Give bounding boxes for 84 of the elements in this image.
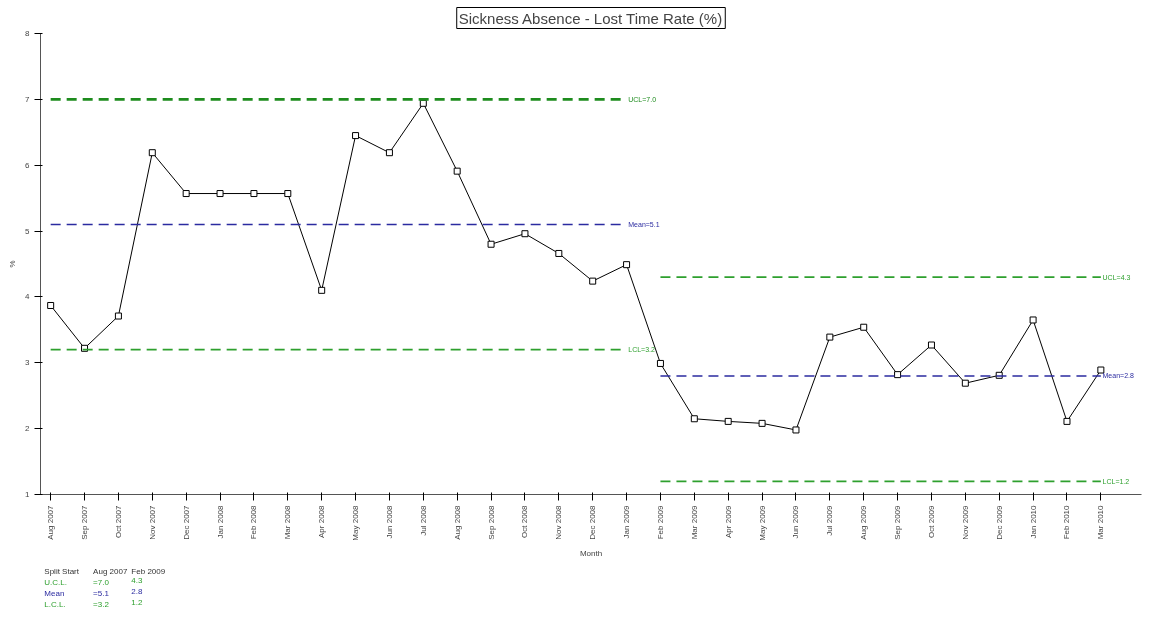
x-tick-label: Oct 2008 [520, 504, 530, 538]
y-tick-label: 5 [25, 226, 31, 236]
point [318, 286, 326, 294]
x-tick-label: Jul 2008 [418, 504, 428, 536]
point [114, 312, 122, 320]
text: =7.0 [93, 577, 110, 587]
text: Aug 2007 [93, 566, 128, 576]
point [690, 415, 698, 423]
x-axis-title: Month [579, 548, 603, 558]
point [182, 190, 190, 198]
x-tick-label: Sep 2009 [893, 504, 903, 540]
point [656, 359, 664, 367]
x-tick-label: Oct 2009 [926, 504, 936, 538]
point [352, 132, 360, 140]
point [1029, 316, 1037, 324]
point [284, 190, 292, 198]
point [589, 277, 597, 285]
text: Split Start [44, 566, 80, 576]
x-tick-label: Jan 2008 [215, 504, 225, 539]
x-tick-label: Dec 2008 [588, 504, 598, 540]
point [521, 230, 529, 238]
x-tick-label: May 2008 [351, 504, 361, 541]
x-tick-label: Nov 2007 [147, 504, 157, 540]
y-tick-label: 3 [25, 358, 31, 368]
x-tick-label: Jan 2010 [1028, 504, 1038, 539]
point [826, 333, 834, 341]
point [792, 426, 800, 434]
x-tick-label: Jun 2008 [384, 504, 394, 539]
y-tick-label: 7 [25, 94, 31, 104]
x-tick-label: Apr 2008 [317, 504, 327, 538]
x-tick-label: Nov 2008 [554, 504, 564, 540]
text: L.C.L. [44, 599, 66, 609]
point [894, 371, 902, 379]
y-tick-label: 1 [25, 490, 31, 499]
point [724, 417, 732, 425]
x-tick-label: Jun 2009 [791, 504, 801, 539]
y-axis-title: % [8, 260, 18, 268]
x-tick-label: Mar 2008 [283, 504, 293, 540]
text: Feb 2009 [131, 566, 166, 576]
text: Mean [44, 588, 65, 598]
x-tick-label: Nov 2009 [960, 504, 970, 540]
y-tick-label: 6 [25, 160, 31, 170]
point [385, 149, 393, 157]
x-tick-label: Jan 2009 [622, 504, 632, 539]
point [487, 240, 495, 248]
x-tick-label: Aug 2007 [46, 504, 56, 540]
point [250, 190, 258, 198]
chart-title: Sickness Absence - Lost Time Rate (%) [458, 9, 723, 27]
point [927, 341, 935, 349]
x-tick-label: Aug 2009 [859, 504, 869, 540]
x-tick-label: Dec 2007 [181, 504, 191, 540]
x-tick-label: Feb 2010 [1062, 504, 1072, 540]
x-tick-label: Mar 2009 [689, 504, 699, 540]
text: 4.3 [131, 575, 144, 585]
y-tick-label: 8 [25, 29, 31, 38]
text: U.C.L. [44, 577, 67, 587]
x-tick-label: Sep 2008 [486, 504, 496, 540]
text: =3.2 [93, 599, 110, 609]
x-tick-label: Feb 2009 [655, 504, 665, 540]
x-tick-label: Feb 2008 [249, 504, 259, 540]
x-tick-label: Oct 2007 [113, 504, 123, 538]
text: 1.2 [131, 597, 144, 607]
point [961, 379, 969, 387]
text: =5.1 [93, 588, 110, 598]
x-tick-label: May 2009 [757, 504, 767, 541]
y-tick-label: 4 [25, 292, 31, 302]
x-tick-label: Apr 2009 [723, 504, 733, 538]
x-tick-label: Jul 2009 [825, 504, 835, 536]
point [1063, 417, 1071, 425]
text: 2.8 [131, 586, 144, 596]
x-tick-label: Sep 2007 [80, 504, 90, 540]
point [453, 167, 461, 175]
x-tick-label: Dec 2009 [994, 504, 1004, 540]
point [860, 323, 868, 331]
x-tick-label: Mar 2010 [1096, 504, 1106, 540]
point [758, 419, 766, 427]
y-tick-label: 2 [25, 424, 31, 434]
point [47, 301, 55, 309]
point [555, 249, 563, 257]
point [216, 190, 224, 198]
x-tick-label: Aug 2008 [452, 504, 462, 540]
point [1097, 366, 1105, 374]
point [623, 261, 631, 269]
point [148, 149, 156, 157]
